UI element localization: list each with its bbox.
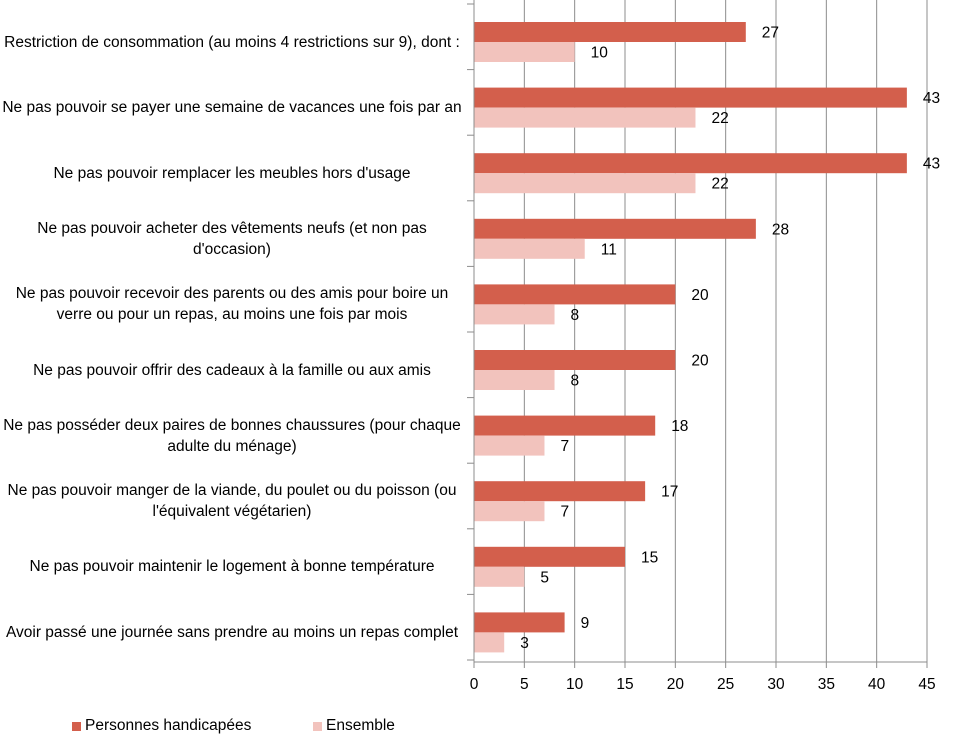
- value-label-handicapees: 9: [581, 615, 590, 632]
- value-label-ensemble: 8: [571, 373, 580, 390]
- bar-ensemble: [474, 42, 575, 62]
- x-tick-label: 0: [470, 676, 479, 693]
- bar-ensemble: [474, 173, 696, 194]
- value-label-handicapees: 17: [661, 484, 678, 501]
- bar-handicapees: [474, 87, 907, 108]
- value-label-handicapees: 27: [762, 25, 779, 42]
- bar-ensemble: [474, 370, 555, 390]
- bar-handicapees: [474, 546, 625, 567]
- value-label-ensemble: 22: [711, 176, 728, 193]
- category-label: Ne pas pouvoir maintenir le logement à b…: [29, 558, 435, 576]
- x-tick-label: 10: [566, 676, 584, 693]
- value-label-ensemble: 7: [560, 438, 569, 455]
- bars: [474, 22, 907, 653]
- bar-handicapees: [474, 612, 565, 633]
- category-label: Restriction de consommation (au moins 4 …: [4, 33, 460, 51]
- legend-label-handicapees: Personnes handicapées: [85, 717, 252, 734]
- value-label-ensemble: 10: [591, 45, 609, 62]
- value-label-handicapees: 28: [772, 221, 789, 238]
- x-tick-label: 5: [520, 676, 529, 693]
- value-labels: 27 10 43 22 43 22 28 11 20 8 20 8 18 7 17 7 15 5 9 3: [520, 25, 940, 652]
- bar-ensemble: [474, 566, 525, 587]
- x-tick-label: 15: [616, 676, 633, 693]
- category-label: Avoir passé une journée sans prendre au …: [5, 623, 459, 641]
- value-label-ensemble: 3: [520, 635, 529, 652]
- legend-item-ensemble: Ensemble: [313, 717, 395, 735]
- category-label: Ne pas pouvoir recevoir des parents ou d…: [15, 285, 449, 324]
- bar-ensemble: [474, 632, 505, 653]
- x-tick-label: 20: [667, 676, 685, 693]
- x-tick-label: 25: [717, 676, 734, 693]
- value-label-ensemble: 22: [711, 110, 728, 127]
- legend-swatch-handicapees: [72, 721, 81, 731]
- category-label: Ne pas pouvoir manger de la viande, du p…: [7, 482, 457, 521]
- legend-label-ensemble: Ensemble: [326, 717, 395, 734]
- category-label: Ne pas posséder deux paires de bonnes ch…: [3, 416, 461, 455]
- value-label-handicapees: 15: [641, 549, 658, 566]
- value-label-ensemble: 11: [601, 241, 617, 258]
- bar-handicapees: [474, 284, 676, 305]
- bar-handicapees: [474, 153, 907, 174]
- bar-handicapees: [474, 218, 756, 239]
- bar-handicapees: [474, 481, 646, 502]
- bar-ensemble: [474, 435, 545, 456]
- category-label: Ne pas pouvoir offrir des cadeaux à la f…: [33, 361, 431, 379]
- category-label: Ne pas pouvoir se payer une semaine de v…: [2, 99, 462, 117]
- x-tick-label: 40: [868, 676, 886, 693]
- bar-handicapees: [474, 350, 676, 370]
- value-label-ensemble: 5: [540, 569, 549, 586]
- x-tick-label: 35: [818, 676, 835, 693]
- bar-ensemble: [474, 107, 696, 128]
- value-label-handicapees: 20: [691, 287, 709, 304]
- value-label-handicapees: 20: [691, 353, 709, 370]
- value-label-handicapees: 18: [671, 418, 688, 435]
- x-tick-label: 30: [767, 676, 785, 693]
- bar-handicapees: [474, 22, 746, 42]
- bar-handicapees: [474, 415, 656, 436]
- bar-ensemble: [474, 238, 585, 259]
- value-label-handicapees: 43: [923, 90, 940, 107]
- value-label-ensemble: 8: [571, 307, 580, 324]
- value-label-handicapees: 43: [923, 156, 940, 173]
- category-label: Ne pas pouvoir acheter des vêtements neu…: [37, 219, 427, 258]
- bar-ensemble: [474, 501, 545, 522]
- category-label: Ne pas pouvoir remplacer les meubles hor…: [53, 164, 411, 182]
- bar-ensemble: [474, 304, 555, 325]
- legend-swatch-ensemble: [313, 721, 322, 731]
- value-label-ensemble: 7: [560, 504, 569, 521]
- x-tick-label: 45: [918, 676, 935, 693]
- tick-labels: 0 5 10 15 20 25 30 35 40 45: [470, 676, 936, 693]
- axis: [467, 0, 928, 668]
- legend-item-handicapees: Personnes handicapées: [72, 717, 251, 735]
